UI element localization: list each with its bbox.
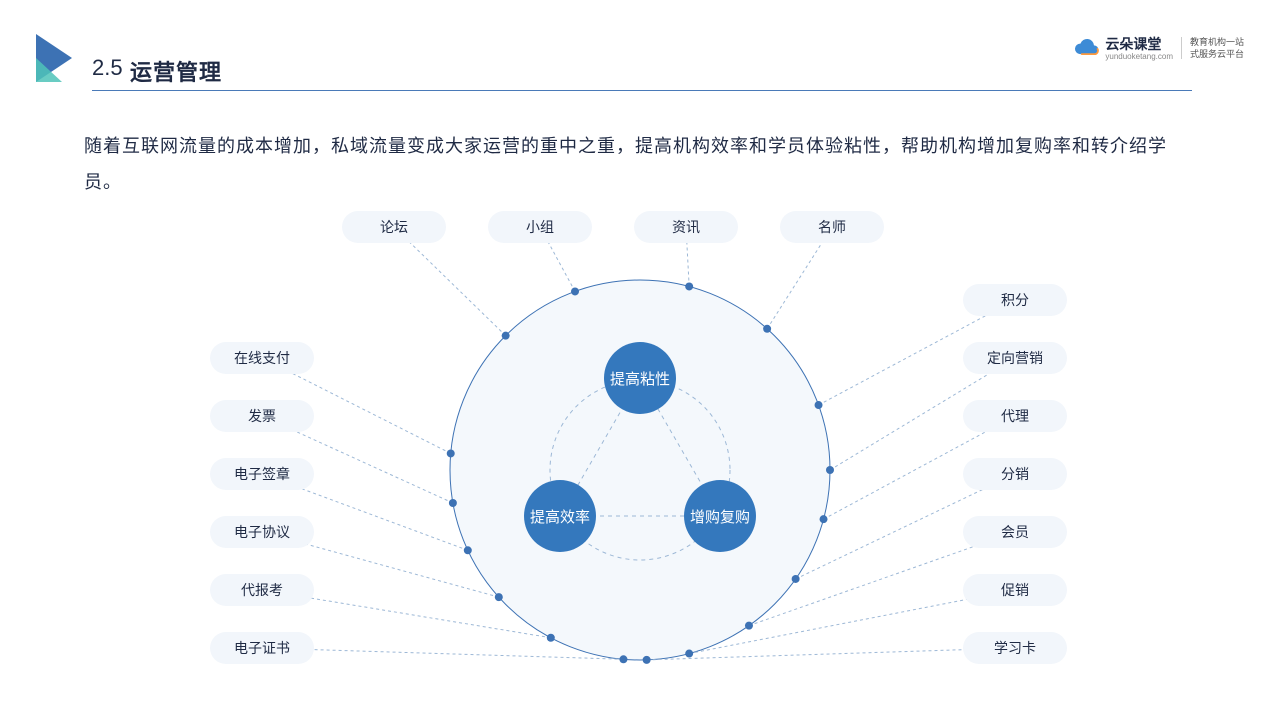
pill-promo: 促销	[963, 574, 1067, 606]
center-node-sticky: 提高粘性	[604, 342, 676, 414]
center-node-efficiency: 提高效率	[524, 480, 596, 552]
section-number: 2.5	[92, 55, 123, 81]
pill-group: 小组	[488, 211, 592, 243]
pill-targeted: 定向营销	[963, 342, 1067, 374]
cloud-icon	[1073, 38, 1101, 58]
center-node-repurchase: 增购复购	[684, 480, 756, 552]
pill-agent: 代理	[963, 400, 1067, 432]
pill-ecert: 电子证书	[210, 632, 314, 664]
pill-esign: 电子签章	[210, 458, 314, 490]
pill-teacher: 名师	[780, 211, 884, 243]
pill-studycard: 学习卡	[963, 632, 1067, 664]
pill-exam: 代报考	[210, 574, 314, 606]
logo-text: 云朵课堂	[1105, 34, 1173, 54]
logo-slogan-l1: 教育机构一站	[1190, 36, 1244, 48]
logo-slogan-l2: 式服务云平台	[1190, 48, 1244, 60]
pill-eagree: 电子协议	[210, 516, 314, 548]
pill-pay: 在线支付	[210, 342, 314, 374]
intro-paragraph: 随着互联网流量的成本增加，私域流量变成大家运营的重中之重，提高机构效率和学员体验…	[84, 128, 1204, 200]
logo-slogan: 教育机构一站 式服务云平台	[1190, 36, 1244, 60]
title-underline	[92, 90, 1192, 91]
pill-member: 会员	[963, 516, 1067, 548]
pill-distribute: 分销	[963, 458, 1067, 490]
brand-logo: 云朵课堂 yunduoketang.com 教育机构一站 式服务云平台	[1073, 34, 1244, 61]
pill-points: 积分	[963, 284, 1067, 316]
logo-subtext: yunduoketang.com	[1105, 52, 1173, 61]
pill-invoice: 发票	[210, 400, 314, 432]
pill-news: 资讯	[634, 211, 738, 243]
section-title: 运营管理	[130, 55, 222, 87]
pill-forum: 论坛	[342, 211, 446, 243]
logo-divider	[1181, 37, 1182, 59]
